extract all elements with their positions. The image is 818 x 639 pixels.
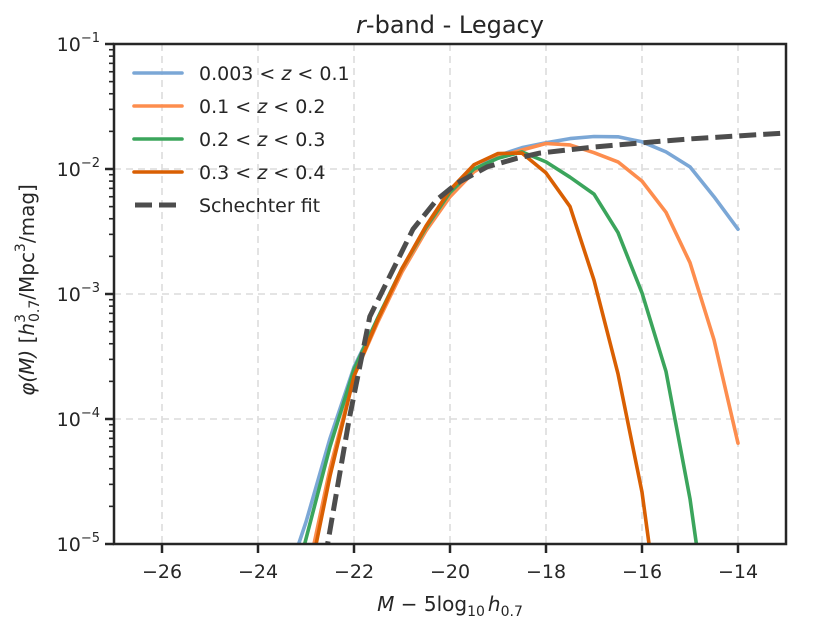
y-tick-label: 10−3	[57, 281, 100, 306]
series-line-4	[314, 151, 651, 544]
x-tick-label: −14	[718, 561, 758, 583]
x-tick-label: −16	[622, 561, 662, 583]
grid	[114, 44, 786, 544]
x-label-sub07: 0.7	[501, 604, 523, 620]
legend-item: Schechter fit	[135, 195, 320, 217]
x-label-sub10: 10	[467, 604, 485, 620]
y-label-sup3: 3	[13, 314, 29, 323]
x-tick-label: −20	[430, 561, 470, 583]
y-tick-label: 10−4	[57, 406, 100, 431]
chart-title: r-band - Legacy	[356, 11, 544, 39]
x-label-M: M	[377, 592, 394, 616]
x-label-log: − 5log	[394, 592, 467, 616]
y-label-mag: /mag]	[15, 184, 39, 243]
title-rest: -band - Legacy	[366, 11, 544, 39]
legend-item: 0.1 < z < 0.2	[132, 96, 325, 118]
legend-label: Schechter fit	[199, 195, 320, 217]
x-tick-label: −18	[526, 561, 566, 583]
y-label-bracket: [	[15, 336, 39, 350]
legend-label: 0.1 < z < 0.2	[199, 96, 325, 118]
y-tick-label: 10−1	[57, 31, 100, 56]
series-line-2	[312, 141, 740, 544]
y-label-phi: φ(M)	[15, 350, 39, 396]
series-line-3	[302, 150, 699, 544]
x-tick-label: −24	[238, 561, 278, 583]
legend: 0.003 < z < 0.1 0.1 < z < 0.2 0.2 < z < 0.…	[132, 63, 350, 217]
y-label-h: h	[15, 323, 39, 336]
title-italic-part: r	[356, 11, 368, 39]
y-axis-ticks: 10−5 10−4 10−3 10−2 10−1	[57, 31, 114, 556]
x-label-h: h	[488, 592, 501, 616]
y-tick-label: 10−2	[57, 156, 100, 181]
series-layer	[296, 130, 786, 544]
y-label-mpc: /Mpc	[15, 252, 39, 300]
series-line-5	[325, 130, 786, 544]
y-label-sup3b: 3	[13, 243, 29, 252]
legend-item: 0.2 < z < 0.3	[132, 129, 325, 151]
x-tick-label: −26	[142, 561, 182, 583]
x-tick-label: −22	[334, 561, 374, 583]
x-axis-label: M − 5log10 h0.7	[377, 592, 523, 620]
legend-label: 0.3 < z < 0.4	[199, 162, 325, 184]
legend-label: 0.003 < z < 0.1	[199, 63, 350, 85]
y-axis-label: φ(M) [h30.7/Mpc3/mag]	[13, 184, 43, 396]
y-label-sub07: 0.7	[27, 300, 43, 322]
x-axis-ticks: −26 −24 −22 −20 −18 −16 −14	[142, 544, 758, 583]
legend-item: 0.3 < z < 0.4	[132, 162, 325, 184]
legend-label: 0.2 < z < 0.3	[199, 129, 325, 151]
legend-item: 0.003 < z < 0.1	[132, 63, 350, 85]
series-line-1	[296, 134, 740, 544]
y-tick-label: 10−5	[57, 531, 100, 556]
